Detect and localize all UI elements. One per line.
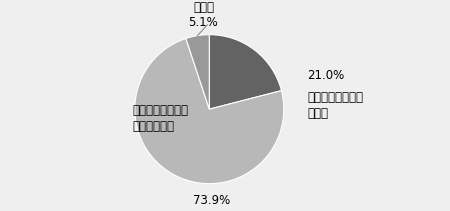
Text: 対応策や見直しを
行った: 対応策や見直しを 行った [307, 91, 363, 120]
Text: 21.0%: 21.0% [307, 69, 345, 82]
Text: 対応策や見直しを
行わなかった: 対応策や見直しを 行わなかった [133, 104, 189, 133]
Wedge shape [135, 38, 284, 184]
Wedge shape [209, 35, 281, 109]
Text: 5.1%: 5.1% [189, 16, 218, 29]
Wedge shape [186, 35, 209, 109]
Text: 73.9%: 73.9% [193, 194, 230, 207]
Text: 無回答: 無回答 [193, 1, 214, 14]
